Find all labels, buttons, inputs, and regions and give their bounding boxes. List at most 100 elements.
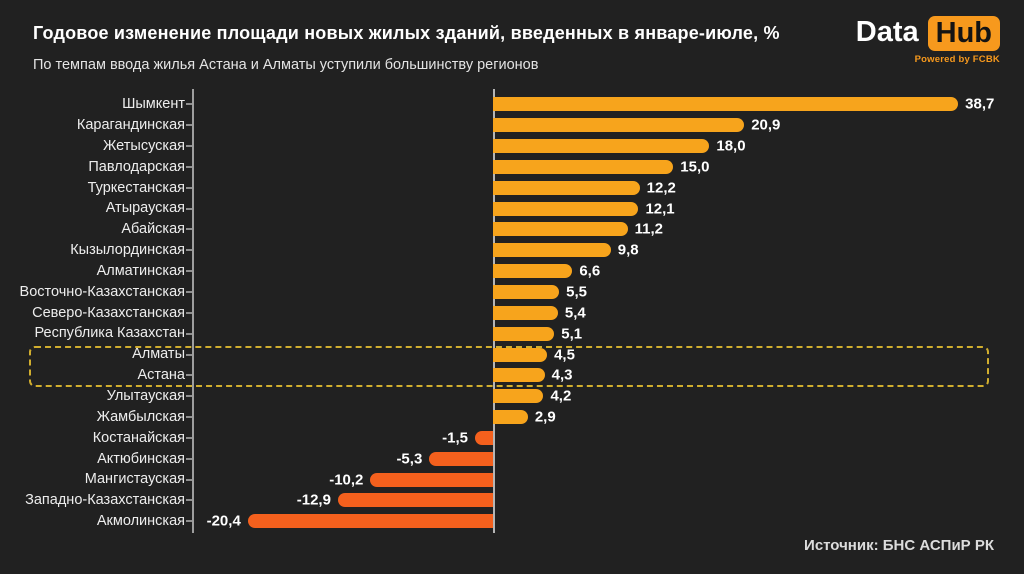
page-subtitle: По темпам ввода жилья Астана и Алматы ус…: [33, 57, 539, 73]
axis-tick: [186, 165, 192, 168]
bar-area: 38,7: [194, 94, 1016, 115]
highlight-box: [29, 345, 989, 387]
bar: [493, 118, 745, 133]
bar: [493, 305, 558, 320]
category-label: Абайская: [121, 221, 185, 238]
bar-area: 12,2: [194, 177, 1016, 198]
axis-tick: [186, 311, 192, 314]
bar-area: -12,9: [194, 490, 1016, 511]
bar-row: Астана 4,3: [0, 365, 1016, 386]
bar-row: Атырауская 12,1: [0, 198, 1016, 219]
bar-row: Шымкент 38,7: [0, 94, 1016, 115]
bar-row: Туркестанская 12,2: [0, 177, 1016, 198]
bar: [493, 222, 628, 237]
axis-tick: [186, 457, 192, 460]
bar-value-label: 6,6: [579, 262, 601, 280]
bar-value-label: 4,3: [551, 366, 573, 384]
bar-row: Алматы 4,5: [0, 344, 1016, 365]
bar: [493, 201, 639, 216]
category-label: Карагандинская: [76, 117, 185, 134]
bar-area: 18,0: [194, 136, 1016, 157]
category-label: Актюбинская: [97, 450, 185, 467]
bar: [247, 514, 493, 529]
axis-tick: [186, 478, 192, 481]
bar-row: Улытауская 4,2: [0, 386, 1016, 407]
category-label: Мангистауская: [84, 471, 185, 488]
bar-value-label: 12,2: [646, 179, 676, 197]
category-label: Жамбылская: [96, 408, 185, 425]
axis-tick: [186, 228, 192, 231]
axis-tick: [186, 124, 192, 127]
bar: [493, 410, 528, 425]
bar-area: 12,1: [194, 198, 1016, 219]
bar: [337, 493, 493, 508]
bar-value-label: -12,9: [296, 491, 331, 509]
category-label: Шымкент: [122, 96, 185, 113]
bar: [493, 139, 710, 154]
category-label: Жетысуская: [102, 137, 185, 154]
axis-tick: [186, 145, 192, 148]
bar-area: -5,3: [194, 448, 1016, 469]
axis-tick: [186, 395, 192, 398]
axis-tick: [186, 353, 192, 356]
bar-value-label: 18,0: [716, 137, 746, 155]
bar-row: Жетысуская 18,0: [0, 136, 1016, 157]
logo-wordmark: Data Hub: [856, 16, 1000, 51]
bar-area: -10,2: [194, 469, 1016, 490]
bar-area: 6,6: [194, 261, 1016, 282]
bar-area: -1,5: [194, 428, 1016, 449]
bar-value-label: 4,5: [554, 346, 575, 364]
axis-tick: [186, 416, 192, 419]
bar-value-label: -5,3: [396, 450, 423, 468]
bar-row: Жамбылская 2,9: [0, 407, 1016, 428]
bar: [493, 347, 548, 362]
category-label: Алматинская: [96, 262, 185, 279]
category-label: Костанайская: [92, 429, 185, 446]
bar-area: 4,2: [194, 386, 1016, 407]
bar-area: 9,8: [194, 240, 1016, 261]
bar: [493, 285, 560, 300]
source-note: Источник: БНС АСПиР РК: [804, 537, 994, 554]
bar-row: Абайская 11,2: [0, 219, 1016, 240]
bar-value-label: 38,7: [965, 95, 995, 113]
category-label: Павлодарская: [88, 158, 185, 175]
bar-area: 11,2: [194, 219, 1016, 240]
category-label: Туркестанская: [87, 179, 185, 196]
bar-value-label: 15,0: [680, 158, 710, 176]
bar-value-label: 2,9: [534, 408, 556, 426]
bar-row: Кызылординская 9,8: [0, 240, 1016, 261]
bar: [493, 180, 640, 195]
category-label: Астана: [137, 367, 185, 384]
bar: [474, 430, 493, 445]
bar: [429, 451, 493, 466]
category-label: Республика Казахстан: [34, 325, 185, 342]
axis-tick: [186, 291, 192, 294]
axis-tick: [186, 332, 192, 335]
datahub-logo: Data Hub Powered by FCBK: [856, 16, 1000, 65]
page-title: Годовое изменение площади новых жилых зд…: [33, 23, 780, 43]
axis-tick: [186, 520, 192, 523]
axis-tick: [186, 436, 192, 439]
bar: [493, 243, 611, 258]
category-label: Кызылординская: [70, 242, 185, 259]
category-label: Западно-Казахстанская: [25, 492, 185, 509]
axis-tick: [186, 207, 192, 210]
axis-tick: [186, 103, 192, 106]
bar: [493, 368, 545, 383]
bar-value-label: 11,2: [634, 220, 663, 238]
bar: [493, 159, 674, 174]
bar-value-label: 5,5: [566, 283, 587, 301]
category-label: Алматы: [132, 346, 185, 363]
bar-rows: Шымкент 38,7 Карагандинская 20,9 Жетысуская 1…: [0, 94, 1016, 532]
logo-powered-text: Powered by FCBK: [914, 53, 1000, 65]
bar: [370, 472, 493, 487]
bar-area: -20,4: [194, 511, 1016, 532]
bar-row: Западно-Казахстанская -12,9: [0, 490, 1016, 511]
bar-area: 4,3: [194, 365, 1016, 386]
bar-value-label: 5,4: [564, 304, 586, 322]
category-label: Улытауская: [106, 387, 185, 404]
bar-row: Северо-Казахстанская 5,4: [0, 302, 1016, 323]
category-label: Северо-Казахстанская: [32, 304, 185, 321]
